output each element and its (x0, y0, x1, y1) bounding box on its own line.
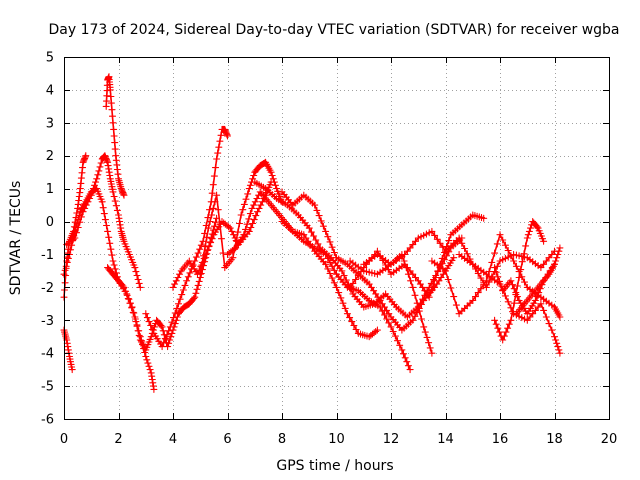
x-tick-label: 6 (223, 432, 231, 447)
y-tick-label: -6 (41, 413, 54, 428)
x-tick-label: 18 (546, 432, 563, 447)
y-axis-label: SDTVAR / TECUs (8, 181, 24, 296)
chart-title: Day 173 of 2024, Sidereal Day-to-day VTE… (48, 22, 619, 38)
series-markers (63, 152, 144, 291)
y-tick-label: 4 (46, 83, 54, 98)
series-markers (491, 217, 548, 344)
series-arc5 (102, 73, 128, 199)
x-axis-label: GPS time / hours (276, 458, 393, 474)
x-tick-label: 0 (60, 432, 68, 447)
series-markers (196, 158, 286, 278)
y-tick-label: -5 (41, 380, 54, 395)
y-tick-label: 2 (46, 149, 54, 164)
series-arc9 (196, 158, 286, 278)
plus-markers (491, 217, 548, 344)
y-tick-label: 0 (46, 215, 54, 230)
plus-markers (196, 158, 286, 278)
x-tick-label: 4 (169, 432, 177, 447)
plus-markers (142, 125, 232, 351)
y-tick-label: 1 (46, 182, 54, 197)
x-tick-label: 14 (437, 432, 454, 447)
series-markers (512, 260, 559, 318)
series-group (60, 73, 564, 393)
series-arc21 (512, 260, 559, 318)
series-markers (102, 73, 128, 199)
y-tick-label: -1 (41, 248, 54, 263)
series-markers (142, 125, 232, 351)
plus-markers (102, 73, 128, 199)
x-tick-label: 2 (114, 432, 122, 447)
x-tick-label: 8 (278, 432, 286, 447)
x-tick-label: 10 (328, 432, 345, 447)
plus-markers (278, 217, 414, 374)
y-tick-label: -3 (41, 314, 54, 329)
series-arc4 (63, 152, 144, 291)
series-markers (278, 217, 414, 374)
y-tick-label: -4 (41, 347, 54, 362)
series-arc19 (491, 217, 548, 344)
plus-markers (455, 250, 564, 357)
series-markers (455, 250, 564, 357)
x-tick-label: 20 (601, 432, 618, 447)
plus-markers (63, 152, 144, 291)
series-arc7 (142, 125, 232, 351)
x-tick-label: 16 (492, 432, 509, 447)
plus-markers (512, 260, 559, 318)
x-tick-label: 12 (383, 432, 400, 447)
y-tick-label: -2 (41, 281, 54, 296)
y-tick-label: 5 (46, 51, 54, 66)
y-tick-label: 3 (46, 116, 54, 131)
